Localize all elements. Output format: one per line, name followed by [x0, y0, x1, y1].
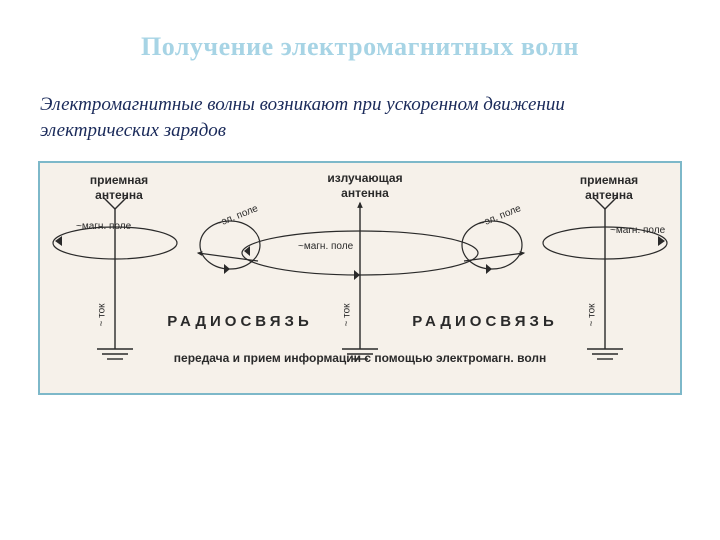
label-left-antenna: приемнаяантенна	[84, 173, 154, 202]
label-bottom: передача и прием информации с помощью эл…	[40, 351, 680, 365]
antenna-center	[342, 203, 378, 359]
em-wave-diagram: приемнаяантенна излучающаяантенна приемн…	[40, 163, 680, 393]
diagram-frame: приемнаяантенна излучающаяантенна приемн…	[38, 161, 682, 395]
label-radio-right: РАДИОСВЯЗЬ	[385, 313, 585, 330]
label-tok-center: ~ ток	[342, 304, 353, 327]
label-tok-left: ~ ток	[97, 304, 108, 327]
label-tok-right: ~ ток	[587, 304, 598, 327]
antenna-right	[587, 197, 623, 359]
slide-subtitle: Электромагнитные волны возникают при уск…	[0, 62, 720, 161]
label-right-antenna: приемнаяантенна	[574, 173, 644, 202]
label-radio-left: РАДИОСВЯЗЬ	[140, 313, 340, 330]
label-mag-left: ~магн. поле	[76, 221, 131, 232]
slide-title: Получение электромагнитных волн	[0, 0, 720, 62]
propagation-arrows	[198, 253, 524, 261]
label-mag-right: ~магн. поле	[610, 225, 665, 236]
label-mag-center: ~магн. поле	[298, 241, 353, 252]
label-center-antenna: излучающаяантенна	[318, 171, 412, 200]
